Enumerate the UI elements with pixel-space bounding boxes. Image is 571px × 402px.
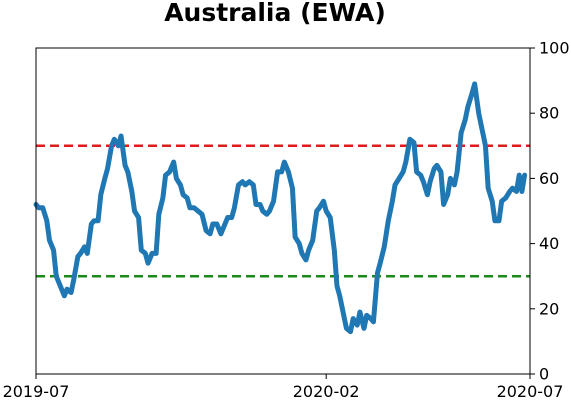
y-tick-label: 20: [539, 299, 559, 318]
plot-frame: [35, 47, 531, 375]
x-tick-label: 2019-07: [3, 382, 70, 401]
y-tick-label: 60: [539, 169, 559, 188]
x-tick-label: 2020-07: [497, 382, 564, 401]
reference-lines: [36, 144, 530, 278]
y-tick-label: 40: [539, 234, 559, 253]
y-tick-label: 0: [539, 365, 549, 384]
y-tick-label: 80: [539, 104, 559, 123]
x-axis: 2019-07 2020-02 2020-07: [3, 374, 564, 401]
series-layer: [33, 81, 528, 335]
x-tick-label: 2020-02: [293, 382, 360, 401]
y-tick-label: 100: [539, 39, 570, 58]
y-axis: 0 20 40 60 80 100: [530, 39, 570, 384]
chart-title: Australia (EWA): [164, 0, 386, 27]
series-line: [33, 81, 528, 335]
